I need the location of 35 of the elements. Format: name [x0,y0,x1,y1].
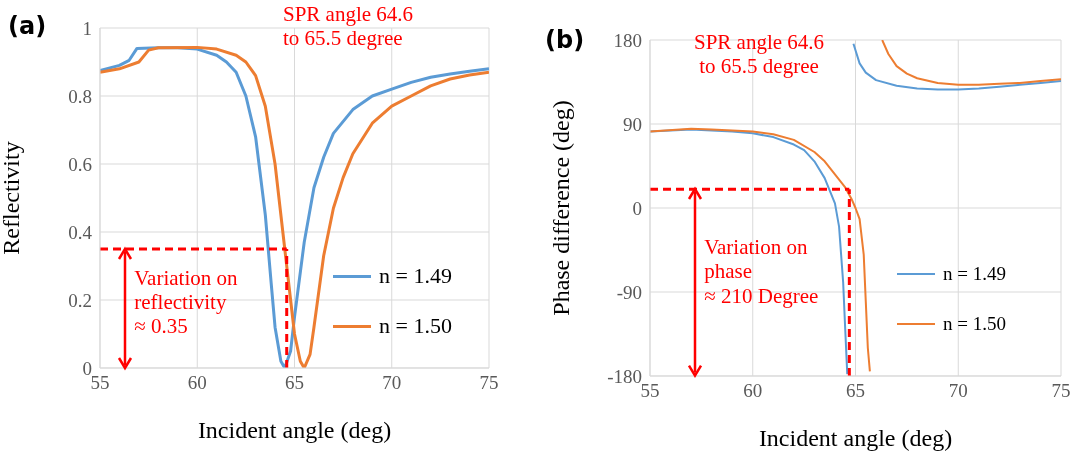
x-tick-label: 65 [846,380,865,402]
x-axis-title: Incident angle (deg) [197,417,392,443]
legend-label: n = 1.49 [943,263,1006,285]
y-tick-label: 0.6 [68,153,92,175]
legend-label: n = 1.50 [379,313,452,339]
y-tick-label: 0 [632,197,642,219]
legend-label: n = 1.50 [943,313,1006,335]
y-tick-label: 1 [82,17,92,39]
annotation: SPR angle 64.6 to 65.5 degree [283,2,414,51]
y-tick-label: -180 [607,365,642,387]
chart-title: (a) [8,12,47,40]
x-tick-label: 55 [90,372,110,394]
annotation: Variation on phase ≈ 210 Degree [704,235,819,308]
annotation: SPR angle 64.6 to 65.5 degree [694,30,825,79]
x-tick-label: 55 [640,380,660,402]
legend-label: n = 1.49 [379,263,452,289]
y-tick-label: 0 [82,357,92,379]
y-tick-label: 0.2 [68,289,92,311]
x-tick-label: 75 [1051,380,1071,402]
y-tick-label: -90 [616,281,642,303]
x-tick-label: 60 [187,372,207,394]
x-tick-label: 70 [382,372,402,394]
x-tick-label: 60 [743,380,763,402]
y-axis-title: Phase difference (deg) [547,100,574,316]
x-axis-title: Incident angle (deg) [758,425,953,451]
y-tick-label: 90 [623,113,642,135]
x-tick-label: 65 [285,372,304,394]
x-tick-label: 70 [948,380,968,402]
y-tick-label: 0.4 [68,221,93,243]
chart-title: (b) [545,26,585,54]
x-tick-label: 75 [479,372,499,394]
annotation: Variation on reflectivity ≈ 0.35 [134,266,238,339]
y-tick-label: 180 [613,29,642,51]
y-axis-title: Reflectivity [0,141,24,255]
y-tick-label: 0.8 [68,85,92,107]
